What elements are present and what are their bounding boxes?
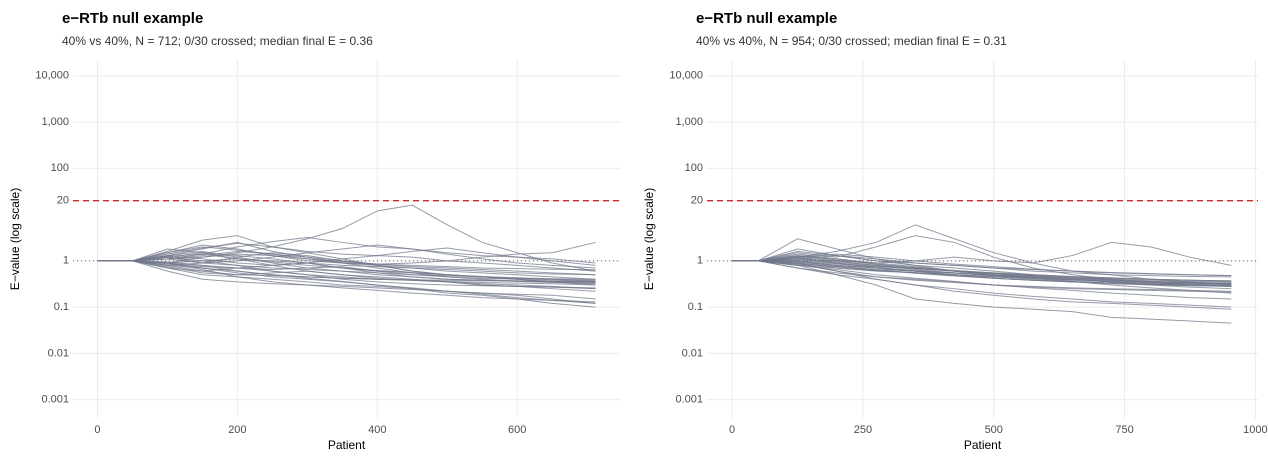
series-line	[97, 260, 596, 304]
series-line	[97, 260, 596, 282]
series-line	[97, 260, 596, 282]
chart-panel: e−RTb null example 40% vs 40%, N = 954; 0…	[642, 10, 1267, 452]
y-axis-label: E−value (log scale)	[8, 188, 22, 290]
x-axis-label: Patient	[964, 438, 1002, 452]
series-line	[97, 260, 596, 303]
series-line	[732, 260, 1232, 286]
x-tick-label: 1000	[1243, 424, 1267, 436]
series-line	[97, 242, 596, 266]
series-line	[97, 244, 596, 269]
series-line	[97, 246, 596, 276]
series-line	[97, 253, 596, 280]
series-line	[732, 259, 1232, 285]
series-line	[732, 260, 1232, 324]
x-tick-label: 0	[94, 424, 100, 436]
x-tick-label: 600	[508, 424, 526, 436]
series-line	[97, 253, 596, 271]
y-tick-label: 1,000	[675, 116, 703, 128]
series-line	[97, 260, 596, 304]
y-tick-label: 0.01	[682, 347, 703, 359]
series-line	[97, 260, 596, 300]
series-line	[97, 204, 596, 272]
y-tick-label: 10,000	[669, 70, 703, 82]
y-tick-label: 1	[63, 255, 69, 267]
series-line	[97, 260, 596, 290]
y-axis-label: E−value (log scale)	[642, 188, 656, 290]
x-tick-label: 200	[228, 424, 246, 436]
y-tick-label: 0.001	[675, 394, 703, 406]
x-tick-label: 0	[729, 424, 735, 436]
x-tick-label: 750	[1115, 424, 1133, 436]
chart-subtitle: 40% vs 40%, N = 954; 0/30 crossed; media…	[696, 34, 1007, 48]
series-line	[732, 253, 1232, 277]
chart-title: e−RTb null example	[62, 10, 203, 27]
x-tick-label: 400	[368, 424, 386, 436]
series-line	[97, 255, 596, 272]
x-axis-label: Patient	[328, 438, 366, 452]
x-tick-label: 250	[854, 424, 872, 436]
y-tick-label: 20	[691, 195, 703, 207]
y-tick-label: 100	[51, 162, 69, 174]
chart-panel: e−RTb null example 40% vs 40%, N = 712; 0…	[8, 10, 620, 452]
y-tick-label: 100	[685, 162, 703, 174]
y-tick-label: 0.1	[688, 301, 703, 313]
y-tick-label: 1,000	[41, 116, 69, 128]
y-tick-label: 0.01	[48, 347, 69, 359]
series-line	[732, 260, 1232, 293]
x-tick-label: 500	[985, 424, 1003, 436]
y-tick-label: 0.1	[54, 301, 69, 313]
y-tick-label: 10,000	[35, 70, 69, 82]
chart-title: e−RTb null example	[696, 10, 837, 27]
series-line	[732, 258, 1232, 285]
series-line	[732, 253, 1232, 294]
chart-subtitle: 40% vs 40%, N = 712; 0/30 crossed; media…	[62, 34, 373, 48]
y-tick-label: 0.001	[41, 394, 69, 406]
y-tick-label: 20	[57, 195, 69, 207]
y-tick-label: 1	[697, 255, 703, 267]
series-line	[97, 258, 596, 276]
